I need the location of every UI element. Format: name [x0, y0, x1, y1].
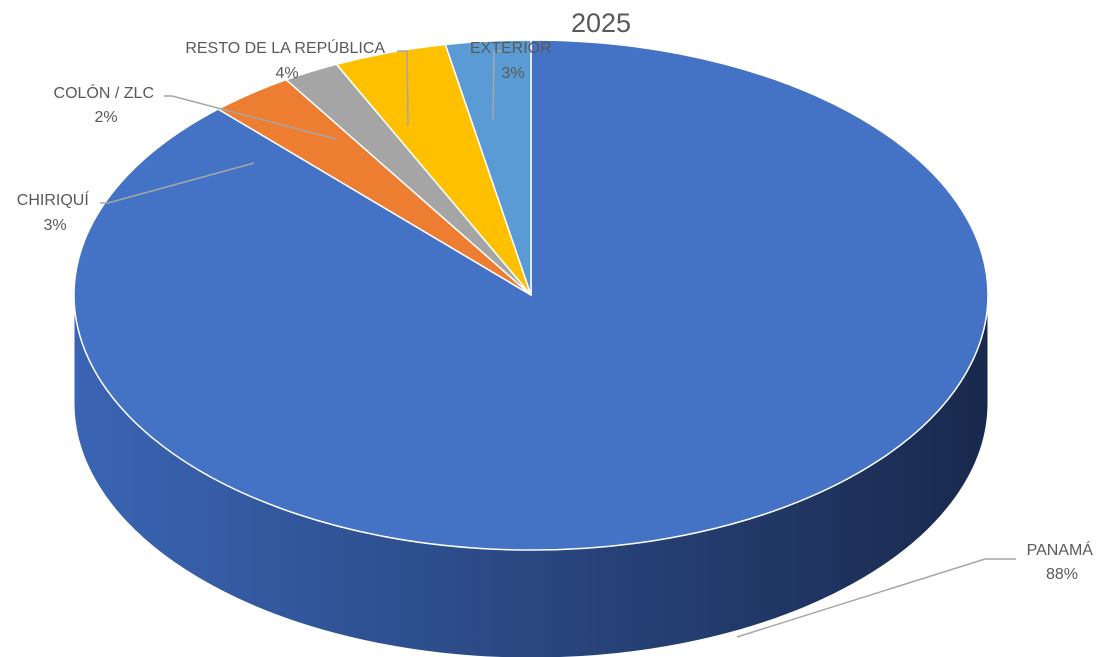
- label-resto-de-la-republica: RESTO DE LA REPÚBLICA 4%: [185, 38, 388, 82]
- label-exterior: EXTERIOR 3%: [470, 40, 556, 82]
- label-panama: PANAMÁ 88%: [1027, 540, 1098, 583]
- leader-panama: [736, 558, 1016, 638]
- leader-exterior: [492, 50, 503, 121]
- leader-lines: [100, 50, 1016, 638]
- leader-chiriqui: [100, 162, 255, 204]
- label-chiriqui: CHIRIQUÍ 3%: [17, 190, 93, 234]
- leader-colon: [164, 95, 337, 140]
- chart-title: 2025: [571, 8, 631, 38]
- slice-exterior: [444, 39, 532, 296]
- leader-resto: [397, 50, 409, 127]
- pie-top-layer: [73, 39, 989, 551]
- label-colon-zlc: COLÓN / ZLC 2%: [54, 83, 159, 126]
